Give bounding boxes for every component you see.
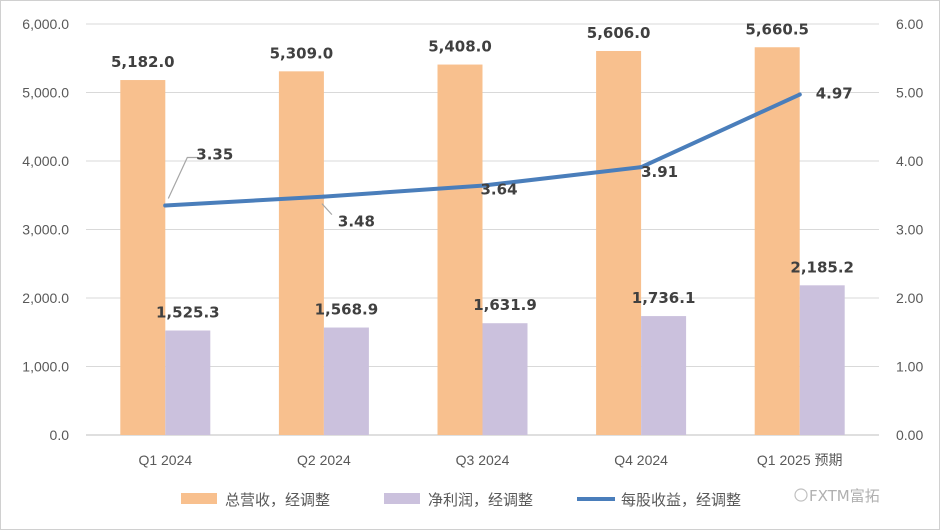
category-label: Q1 2024: [138, 452, 192, 468]
category-label: Q3 2024: [456, 452, 510, 468]
data-label-revenue: 5,606.0: [587, 24, 651, 42]
y-right-tick-label: 2.00: [896, 290, 923, 306]
data-label-eps: 4.97: [816, 85, 853, 103]
watermark-icon: [794, 488, 808, 502]
data-label-eps: 3.35: [196, 146, 233, 164]
data-label-net-profit: 1,631.9: [473, 296, 537, 314]
y-right-tick-label: 6.00: [896, 16, 923, 32]
y-right-tick-label: 5.00: [896, 85, 923, 101]
data-label-net-profit: 1,568.9: [315, 301, 379, 319]
category-label: Q4 2024: [614, 452, 668, 468]
y-left-tick-label: 2,000.0: [22, 290, 69, 306]
eps-point: [639, 165, 644, 170]
legend-swatch: [384, 493, 420, 504]
legend-swatch: [181, 493, 217, 504]
bar-net-profit: [799, 285, 845, 435]
leader-line: [167, 156, 198, 199]
legend-label: 总营收，经调整: [225, 491, 330, 509]
y-left-tick-label: 5,000.0: [22, 85, 69, 101]
data-label-net-profit: 1,525.3: [156, 304, 220, 322]
legend-label: 每股收益，经调整: [621, 491, 741, 509]
data-label-revenue: 5,182.0: [111, 53, 175, 71]
category-label: Q2 2024: [297, 452, 351, 468]
leader-line: [321, 203, 333, 216]
y-left-tick-label: 3,000.0: [22, 222, 69, 238]
data-label-net-profit: 1,736.1: [632, 289, 696, 307]
bar-net-profit: [165, 330, 211, 435]
legend-label: 净利润，经调整: [428, 491, 533, 509]
y-right-tick-label: 4.00: [896, 153, 923, 169]
data-label-revenue: 5,309.0: [270, 44, 334, 62]
bar-revenue: [437, 64, 483, 435]
y-left-tick-label: 1,000.0: [22, 359, 69, 375]
data-label-eps: 3.91: [641, 163, 678, 181]
bar-net-profit: [482, 323, 528, 435]
y-left-tick-label: 4,000.0: [22, 153, 69, 169]
y-left-tick-label: 6,000.0: [22, 16, 69, 32]
bar-net-profit: [323, 327, 369, 435]
eps-point: [797, 92, 802, 97]
y-right-tick-label: 3.00: [896, 222, 923, 238]
bar-revenue: [120, 80, 166, 436]
bar-revenue: [278, 71, 324, 436]
data-label-eps: 3.48: [338, 213, 375, 231]
data-label-revenue: 5,408.0: [428, 38, 492, 56]
y-left-tick-label: 0.0: [50, 427, 70, 443]
data-label-net-profit: 2,185.2: [790, 258, 854, 276]
watermark-text: FXTM富拓: [809, 487, 880, 505]
eps-point: [480, 183, 485, 188]
eps-point: [321, 194, 326, 199]
eps-point: [163, 203, 168, 208]
y-right-tick-label: 0.00: [896, 427, 923, 443]
data-label-eps: 3.64: [481, 181, 518, 199]
category-label: Q1 2025 预期: [757, 452, 843, 468]
bar-net-profit: [641, 316, 687, 435]
bar-revenue: [596, 50, 642, 435]
y-right-tick-label: 1.00: [896, 359, 923, 375]
data-label-revenue: 5,660.5: [745, 20, 809, 38]
